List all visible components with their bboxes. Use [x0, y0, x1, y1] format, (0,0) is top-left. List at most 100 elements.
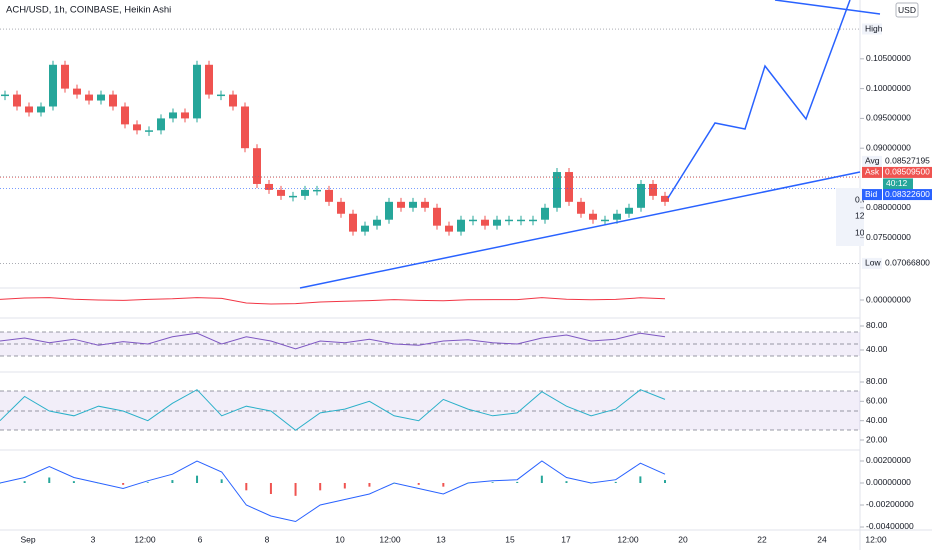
macd-hist [294, 482, 297, 496]
macd-hist [639, 476, 642, 483]
candle [469, 219, 477, 222]
candle [397, 201, 405, 208]
badge-tag [862, 155, 882, 167]
candle [373, 219, 381, 226]
macd-hist [220, 479, 223, 483]
badge-value-bg [883, 257, 932, 269]
macd-hist [48, 477, 51, 483]
x-tick-label: 15 [505, 534, 515, 544]
macd-hist [664, 480, 666, 483]
x-tick-label: 22 [757, 534, 767, 544]
candle [145, 130, 153, 132]
macd-hist [393, 482, 396, 484]
candle [541, 207, 549, 220]
candle [565, 172, 573, 202]
candle [313, 189, 321, 192]
y-tick-label: 0.09500000 [866, 113, 911, 123]
stoch_pane-line [0, 389, 666, 431]
candle [265, 183, 273, 190]
candle [577, 201, 585, 214]
x-tick-label: 24 [817, 534, 827, 544]
candle [109, 94, 117, 107]
candle [169, 112, 177, 119]
x-tick-label: 6 [198, 534, 203, 544]
macd-hist [565, 481, 568, 483]
macd-hist [466, 482, 469, 484]
y-tick-label: 0.09000000 [866, 142, 911, 152]
badge-value: 0.08509500 [885, 167, 930, 177]
currency[interactable]: USD [898, 5, 916, 15]
x-tick-label: 8 [265, 534, 270, 544]
candle [661, 195, 669, 202]
badge-tag [862, 189, 882, 201]
y-tick-label: 40.00 [866, 344, 888, 354]
candle [97, 94, 105, 101]
y-tick-label: 0.08000000 [866, 202, 911, 212]
y-tick-label: 0.00200000 [866, 455, 911, 465]
candle [289, 195, 297, 198]
x-tick-label: 13 [436, 534, 446, 544]
candle [73, 88, 81, 95]
badge-tag-text: High [865, 23, 883, 33]
badge-tag [862, 166, 882, 178]
y-tick-label: 0.10500000 [866, 53, 911, 63]
y-tick-label: 20.00 [866, 434, 888, 444]
macd-hist [97, 482, 100, 484]
candle [121, 106, 129, 125]
x-tick-label: 3 [91, 534, 96, 544]
candle [481, 219, 489, 226]
x-tick-label: 12:00 [134, 534, 156, 544]
macd-hist [0, 482, 1, 484]
badge-value: 0.07066800 [885, 258, 930, 268]
timer-bg [883, 178, 913, 190]
candle [433, 207, 441, 226]
macd-hist [590, 482, 593, 484]
macd-hist [122, 482, 125, 485]
macd-hist [368, 482, 371, 487]
macd-hist [319, 482, 322, 491]
badge-value-bg [883, 189, 932, 201]
macd_pane-line [0, 460, 666, 523]
macd-hist [171, 480, 174, 483]
x-tick-label: Sep [20, 534, 35, 544]
candle [385, 201, 393, 220]
badge-value-bg [883, 155, 932, 167]
y-tick-label: 0.00000000 [866, 477, 911, 487]
y-tick-label: 0.00000000 [866, 294, 911, 304]
candle [613, 213, 621, 220]
candle [601, 219, 609, 222]
macd-hist [269, 482, 272, 494]
x-tick-label: 20 [678, 534, 688, 544]
macd-hist [23, 481, 26, 483]
macd-hist [245, 482, 248, 491]
x-tick-label: 12:00 [617, 534, 639, 544]
currency-box[interactable] [895, 2, 919, 18]
y-tick-label: 60.00 [866, 396, 888, 406]
badge-value: 0.08322600 [885, 189, 930, 199]
candle [85, 94, 93, 101]
badge-tag-text: Avg [865, 156, 880, 166]
macd-hist [491, 482, 494, 483]
candle [193, 64, 201, 119]
macd-hist [72, 481, 75, 483]
macd-hist [614, 481, 617, 483]
candle [325, 189, 333, 202]
drawings [299, 0, 881, 289]
candle [625, 207, 633, 214]
candle [205, 64, 213, 95]
candle [49, 64, 57, 107]
candle [349, 213, 357, 232]
candle [409, 201, 417, 208]
tooltip [836, 188, 864, 246]
tooltip-line: 0.0 [855, 194, 867, 204]
candle [229, 94, 237, 107]
macd-hist [196, 475, 199, 483]
candle [505, 219, 513, 222]
candle [361, 225, 369, 232]
candle [241, 106, 249, 149]
candle [337, 201, 345, 214]
badge-value-bg [883, 166, 932, 178]
candle [253, 148, 261, 184]
osc_pane-line [0, 297, 666, 305]
